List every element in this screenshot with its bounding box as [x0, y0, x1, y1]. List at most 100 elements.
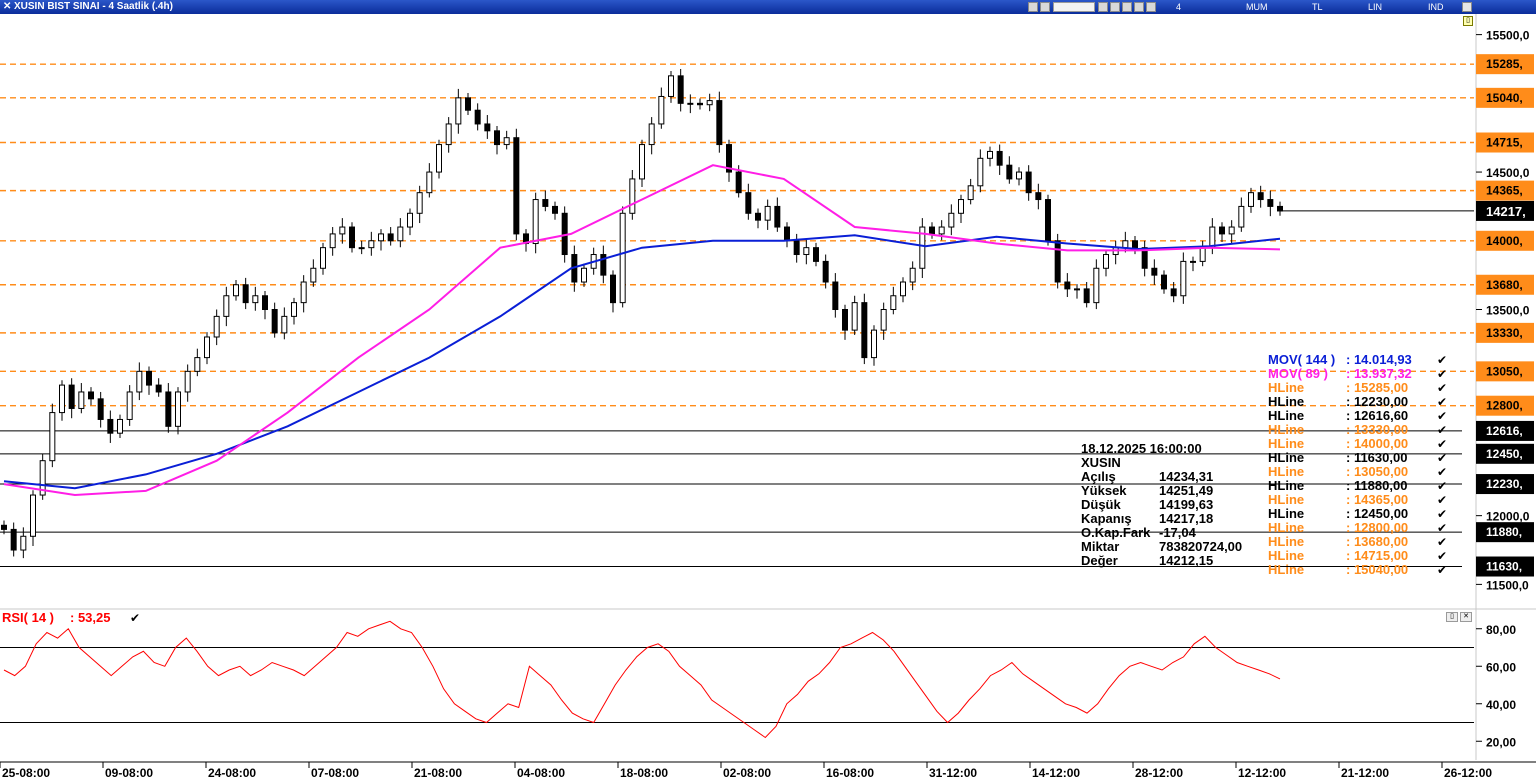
price-tick-label: 15500,0	[1486, 29, 1530, 43]
legend-check-icon: ✔	[1437, 437, 1447, 451]
candle-body	[252, 295, 259, 304]
legend-name: HLine	[1268, 492, 1304, 507]
pane-resize-icon[interactable]: ▯	[1463, 16, 1473, 26]
candle-body	[977, 157, 984, 187]
level-tag-text: 12800,	[1486, 399, 1523, 413]
candle-body	[745, 192, 752, 214]
candle-body	[445, 123, 452, 146]
candle-body	[1199, 247, 1206, 262]
candle-body	[88, 391, 94, 400]
candle-body	[349, 226, 355, 249]
zoom-out-icon[interactable]	[1110, 2, 1120, 12]
candle-body	[755, 212, 761, 221]
legend-check-icon: ✔	[1437, 549, 1447, 563]
candle-body	[1267, 199, 1274, 207]
candle-body	[793, 240, 800, 256]
settings-icon[interactable]	[1146, 2, 1156, 12]
candle-body	[948, 212, 955, 228]
legend-value: : 15040,00	[1346, 562, 1408, 577]
indicator-selector[interactable]: IND	[1428, 2, 1444, 12]
candle-body	[871, 329, 877, 359]
candle-body	[629, 178, 636, 214]
legend-value: : 15285,00	[1346, 380, 1408, 395]
candle-body	[890, 295, 897, 311]
candle-body	[194, 357, 201, 372]
close-icon[interactable]: ✕	[3, 1, 12, 12]
rsi-maximize-icon[interactable]: ▯	[1446, 612, 1458, 622]
candle-body	[146, 370, 152, 386]
legend-check-icon: ✔	[1437, 493, 1447, 507]
candle-body	[1083, 288, 1090, 304]
candle-body	[648, 123, 655, 146]
level-tag-text: 15285,	[1486, 57, 1523, 71]
candle-body	[735, 171, 742, 194]
legend-value: : 12616,60	[1346, 408, 1408, 423]
candle-body	[610, 274, 616, 304]
print-icon[interactable]	[1040, 2, 1050, 12]
scale-selector[interactable]: LIN	[1368, 2, 1383, 12]
time-tick-label: 04-08:00	[517, 766, 565, 779]
info-label: Yüksek	[1081, 483, 1127, 498]
legend-check-icon: ✔	[1437, 465, 1447, 479]
zoom-in-icon[interactable]	[1098, 2, 1108, 12]
window-title: XUSIN BIST SINAI - 4 Saatlik (.4h)	[14, 1, 173, 12]
legend-value: : 13.937,32	[1346, 366, 1412, 381]
legend-name: MOV( 144 )	[1268, 352, 1335, 367]
price-axis: 15285, 15040, 14715, 14365, 14000, 13680, 1333…	[1476, 29, 1534, 592]
indicator-icon[interactable]	[1134, 2, 1144, 12]
period-selector[interactable]: 4 Saatlik	[1176, 2, 1204, 26]
candle-body	[320, 247, 326, 269]
info-label: Açılış	[1081, 469, 1116, 484]
candle-body	[1132, 240, 1138, 249]
candle-body	[532, 199, 539, 245]
legend-check-icon: ✔	[1437, 353, 1447, 367]
symbol-field[interactable]	[1053, 2, 1095, 12]
candle-body	[996, 150, 1003, 166]
draw-icon[interactable]	[1122, 2, 1132, 12]
info-label: Miktar	[1081, 539, 1119, 554]
candle-body	[416, 192, 423, 214]
info-value: 14251,49	[1159, 483, 1213, 498]
currency-selector[interactable]: TL	[1312, 2, 1323, 12]
level-tag	[1476, 522, 1534, 543]
candle-body	[1219, 226, 1225, 235]
candle-body	[368, 240, 375, 249]
level-tag	[1476, 54, 1534, 75]
time-tick-label: 31-12:00	[929, 766, 977, 779]
info-value: 14217,18	[1159, 511, 1213, 526]
time-tick-label: 21-12:00	[1341, 766, 1389, 779]
candle-body	[426, 171, 433, 194]
legend-name: HLine	[1268, 408, 1304, 423]
candle-body	[1006, 164, 1013, 180]
chart-type-selector[interactable]: MUM	[1246, 2, 1268, 12]
minimize-icon[interactable]	[1462, 2, 1472, 12]
candle-body	[764, 205, 771, 221]
level-tag-text: 12616,	[1486, 424, 1523, 438]
rsi-name: RSI( 14 )	[2, 610, 54, 625]
rsi-line	[3, 620, 1281, 739]
candle-body	[484, 123, 491, 132]
candle-body	[455, 97, 462, 125]
candle-body	[967, 185, 974, 201]
time-tick-label: 26-12:00	[1444, 766, 1492, 779]
info-value: 783820724,00	[1159, 539, 1242, 554]
time-tick-label: 25-08:00	[2, 766, 50, 779]
time-tick-label: 28-12:00	[1135, 766, 1183, 779]
legend-check-icon: ✔	[1437, 563, 1447, 577]
save-icon[interactable]	[1028, 2, 1038, 12]
ma-line	[3, 164, 1281, 497]
candle-body	[213, 315, 220, 338]
candle-body	[117, 418, 123, 434]
candle-body	[784, 226, 790, 242]
level-tag-text: 12230,	[1486, 477, 1523, 491]
legend-value: : 11630,00	[1346, 450, 1407, 465]
time-tick-label: 14-12:00	[1032, 766, 1080, 779]
candle-body	[880, 309, 887, 331]
candle-body	[581, 267, 587, 283]
candle-body	[165, 391, 172, 427]
time-tick-label: 18-08:00	[620, 766, 668, 779]
level-tag-text: 11630,	[1486, 560, 1522, 574]
legend: MOV( 144 ): 14.014,93 ✔ MOV( 89 ): 13.937,…	[1268, 352, 1447, 577]
rsi-close-icon[interactable]: ✕	[1460, 612, 1472, 622]
